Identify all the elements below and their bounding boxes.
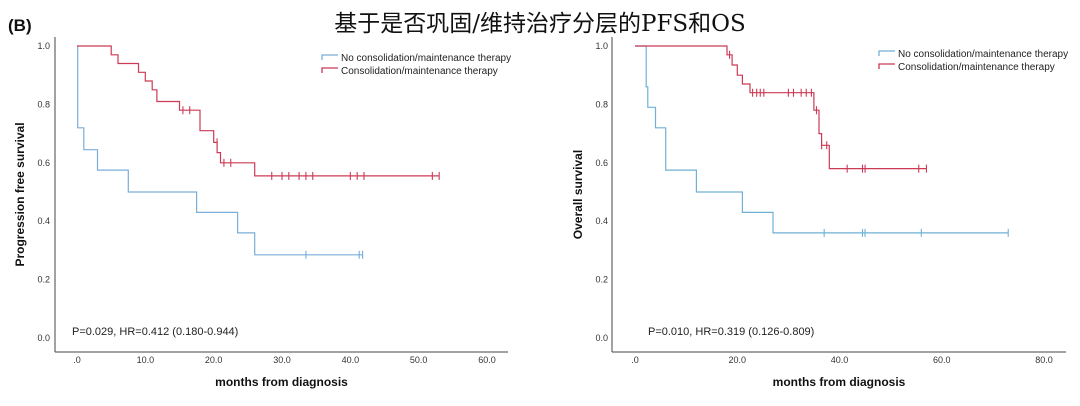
y-tick-label: 0.0 bbox=[37, 333, 50, 343]
y-tick-label: 1.0 bbox=[37, 41, 50, 51]
y-tick-label: 0.4 bbox=[595, 216, 608, 226]
chart-panel-2: 0.0 0.2 0.4 0.6 0.8 1.0 .0 20.0 40.0 60.0 80.0 Over… bbox=[571, 37, 1068, 389]
x-tick-label: 20.0 bbox=[728, 355, 746, 365]
x-tick-label: 30.0 bbox=[273, 355, 291, 365]
x-tick-label: 40.0 bbox=[831, 355, 849, 365]
y-axis-title: Progression free survival bbox=[13, 122, 27, 266]
legend-swatch bbox=[878, 50, 895, 56]
legend-swatch bbox=[321, 67, 338, 73]
x-axis-title: months from diagnosis bbox=[215, 375, 348, 389]
y-tick-label: 0.6 bbox=[37, 158, 50, 168]
x-tick-label: 20.0 bbox=[205, 355, 223, 365]
x-tick-label: 10.0 bbox=[137, 355, 155, 365]
legend-label: No consolidation/maintenance therapy bbox=[898, 49, 1068, 60]
stats-annotation: P=0.029, HR=0.412 (0.180-0.944) bbox=[72, 326, 238, 338]
series-line-1 bbox=[635, 45, 1009, 234]
x-tick-label: 50.0 bbox=[410, 355, 428, 365]
legend-swatch bbox=[878, 63, 895, 69]
legend-label: Consolidation/maintenance therapy bbox=[898, 62, 1055, 73]
y-tick-label: 1.0 bbox=[595, 41, 608, 51]
chart-panel-1: 0.0 0.2 0.4 0.6 0.8 1.0 .0 10.0 20.0 30.0 40.0 50.0… bbox=[13, 37, 511, 389]
stats-annotation: P=0.010, HR=0.319 (0.126-0.809) bbox=[648, 326, 814, 338]
x-tick-label: 60.0 bbox=[933, 355, 951, 365]
x-tick-label: 60.0 bbox=[478, 355, 496, 365]
series-line-1 bbox=[77, 45, 363, 256]
figure-title: 基于是否巩固/维持治疗分层的PFS和OS bbox=[334, 11, 746, 37]
x-tick-label: .0 bbox=[73, 355, 81, 365]
y-tick-label: 0.2 bbox=[37, 275, 50, 285]
y-tick-label: 0.2 bbox=[595, 275, 608, 285]
y-tick-label: 0.8 bbox=[595, 99, 608, 109]
legend-swatch bbox=[321, 54, 338, 60]
y-axis-title: Overall survival bbox=[571, 150, 585, 239]
x-tick-label: 80.0 bbox=[1035, 355, 1053, 365]
y-tick-label: 0.8 bbox=[37, 99, 50, 109]
x-tick-label: 40.0 bbox=[342, 355, 360, 365]
y-tick-label: 0.0 bbox=[595, 333, 608, 343]
series-line-2 bbox=[77, 45, 440, 177]
legend-label: No consolidation/maintenance therapy bbox=[341, 53, 511, 64]
panel-label: (B) bbox=[8, 16, 32, 35]
x-axis-title: months from diagnosis bbox=[773, 375, 906, 389]
legend-label: Consolidation/maintenance therapy bbox=[341, 66, 498, 77]
x-tick-label: .0 bbox=[631, 355, 639, 365]
y-tick-label: 0.6 bbox=[595, 158, 608, 168]
y-tick-label: 0.4 bbox=[37, 216, 50, 226]
